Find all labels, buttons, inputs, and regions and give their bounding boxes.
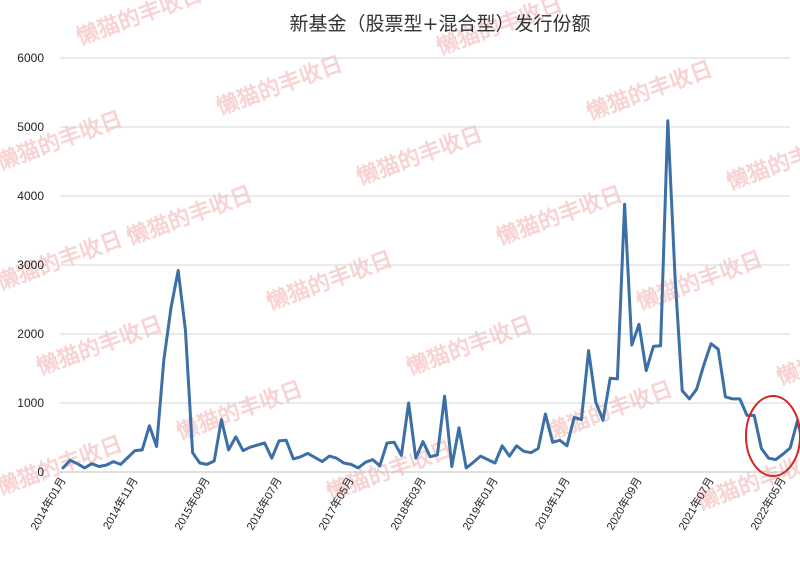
y-tick-label: 1000 [17,396,44,410]
watermark-text: 懒猫的丰收日 [353,121,486,191]
highlight-circle [745,395,800,477]
watermark-text: 懒猫的丰收日 [493,181,626,251]
watermark-text: 懒猫的丰收日 [213,51,346,121]
series-layer [61,119,800,470]
watermark-text: 懒猫的丰收日 [263,246,396,316]
x-tick-label: 2014年11月 [100,475,141,532]
x-tick-label: 2020年09月 [603,475,644,533]
watermark-text: 懒猫的丰收日 [123,181,256,251]
y-tick-label: 4000 [17,189,44,203]
watermark-text: 懒猫的丰收日 [583,56,716,126]
watermark-text: 懒猫的丰收日 [773,321,800,391]
y-tick-label: 5000 [17,120,44,134]
x-tick-label: 2019年11月 [532,475,573,532]
x-tick-label: 2016年07月 [243,475,284,533]
watermark-text: 懒猫的丰收日 [173,376,306,446]
x-tick-label: 2015年09月 [171,475,212,533]
watermark-text: 懒猫的丰收日 [33,311,166,381]
watermark-text: 懒猫的丰收日 [723,126,800,196]
y-tick-label: 3000 [17,258,44,272]
series-line [61,119,800,470]
y-tick-label: 2000 [17,327,44,341]
y-tick-label: 6000 [17,51,44,65]
watermark-text: 懒猫的丰收日 [73,0,206,51]
watermark-text: 懒猫的丰收日 [633,246,766,316]
x-tick-label: 2019年01月 [459,475,500,533]
grid-lines [60,57,790,473]
watermark-text: 懒猫的丰收日 [403,311,536,381]
chart-title: 新基金（股票型+混合型）发行份额 [290,13,591,35]
y-tick-label: 0 [37,465,44,479]
y-axis: 0 1000 2000 3000 4000 5000 6000 [17,51,44,479]
watermark-text: 懒猫的丰收日 [0,106,126,176]
x-axis: 2014年01月 2014年11月 2015年09月 2016年07月 2017年05月… [27,475,788,533]
